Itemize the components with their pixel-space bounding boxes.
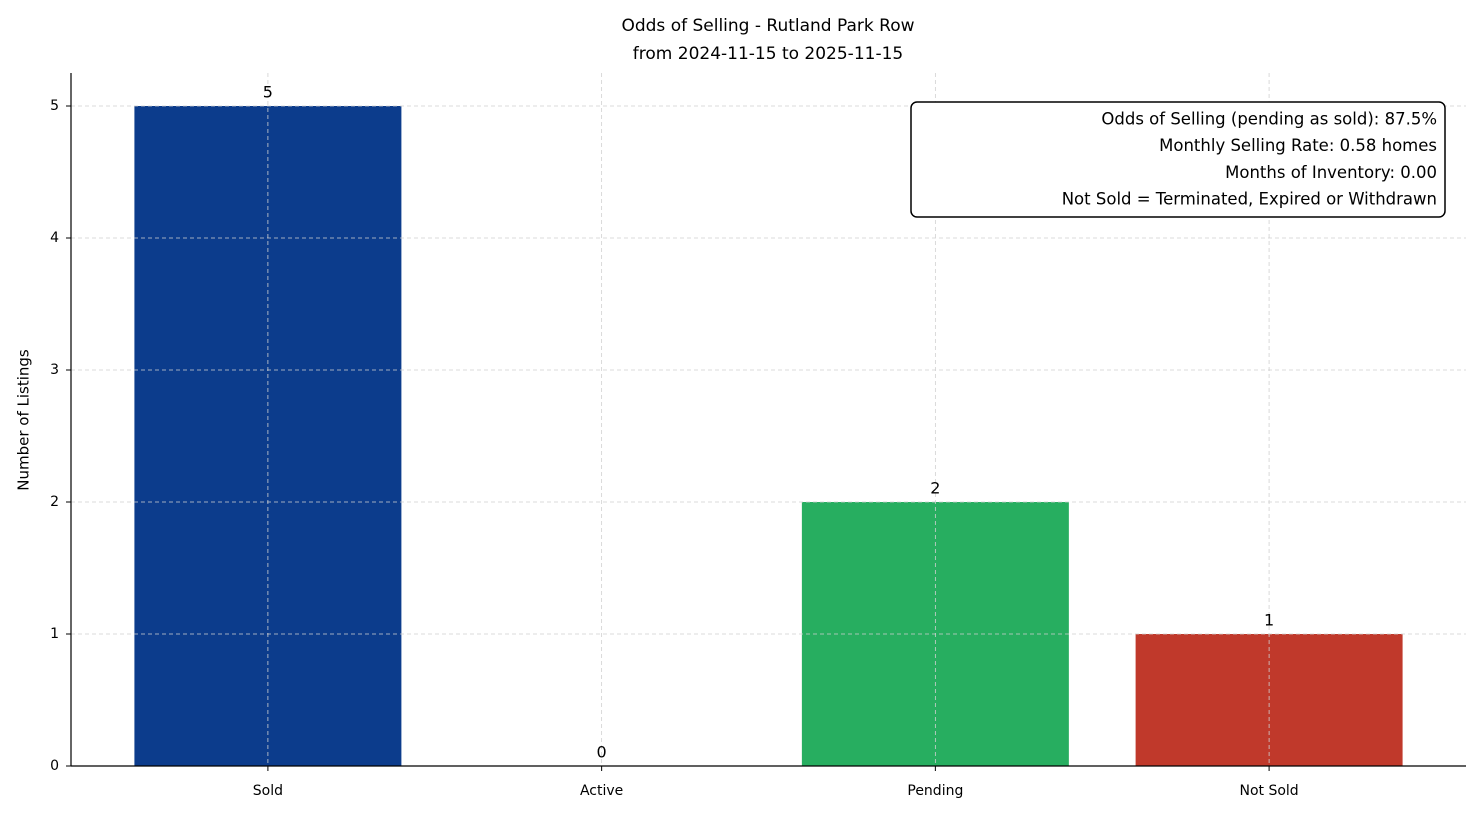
annotation-line: Odds of Selling (pending as sold): 87.5% bbox=[1101, 110, 1437, 129]
value-label: 2 bbox=[930, 479, 940, 498]
y-tick-label: 4 bbox=[50, 230, 59, 246]
value-label: 0 bbox=[597, 743, 607, 762]
annotation-line: Not Sold = Terminated, Expired or Withdr… bbox=[1062, 190, 1437, 209]
y-axis-label: Number of Listings bbox=[15, 349, 33, 491]
chart-title: Odds of Selling - Rutland Park Row bbox=[621, 16, 914, 36]
annotation-box bbox=[910, 101, 1446, 218]
annotation-line: Monthly Selling Rate: 0.58 homes bbox=[1159, 136, 1437, 155]
bar bbox=[134, 106, 402, 766]
value-label: 1 bbox=[1264, 611, 1274, 630]
y-tick-label: 3 bbox=[50, 362, 59, 378]
annotation-line: Months of Inventory: 0.00 bbox=[1225, 163, 1437, 182]
y-tick-label: 1 bbox=[50, 626, 59, 642]
y-tick-label: 0 bbox=[50, 758, 59, 774]
x-tick-label: Not Sold bbox=[1239, 783, 1298, 799]
y-tick-label: 2 bbox=[50, 494, 59, 510]
value-label: 5 bbox=[263, 83, 273, 102]
x-tick-label: Active bbox=[580, 783, 623, 799]
x-tick-label: Pending bbox=[907, 783, 963, 799]
y-tick-label: 5 bbox=[50, 98, 59, 114]
x-tick-label: Sold bbox=[253, 783, 283, 799]
chart-subtitle: from 2024-11-15 to 2025-11-15 bbox=[633, 44, 903, 64]
